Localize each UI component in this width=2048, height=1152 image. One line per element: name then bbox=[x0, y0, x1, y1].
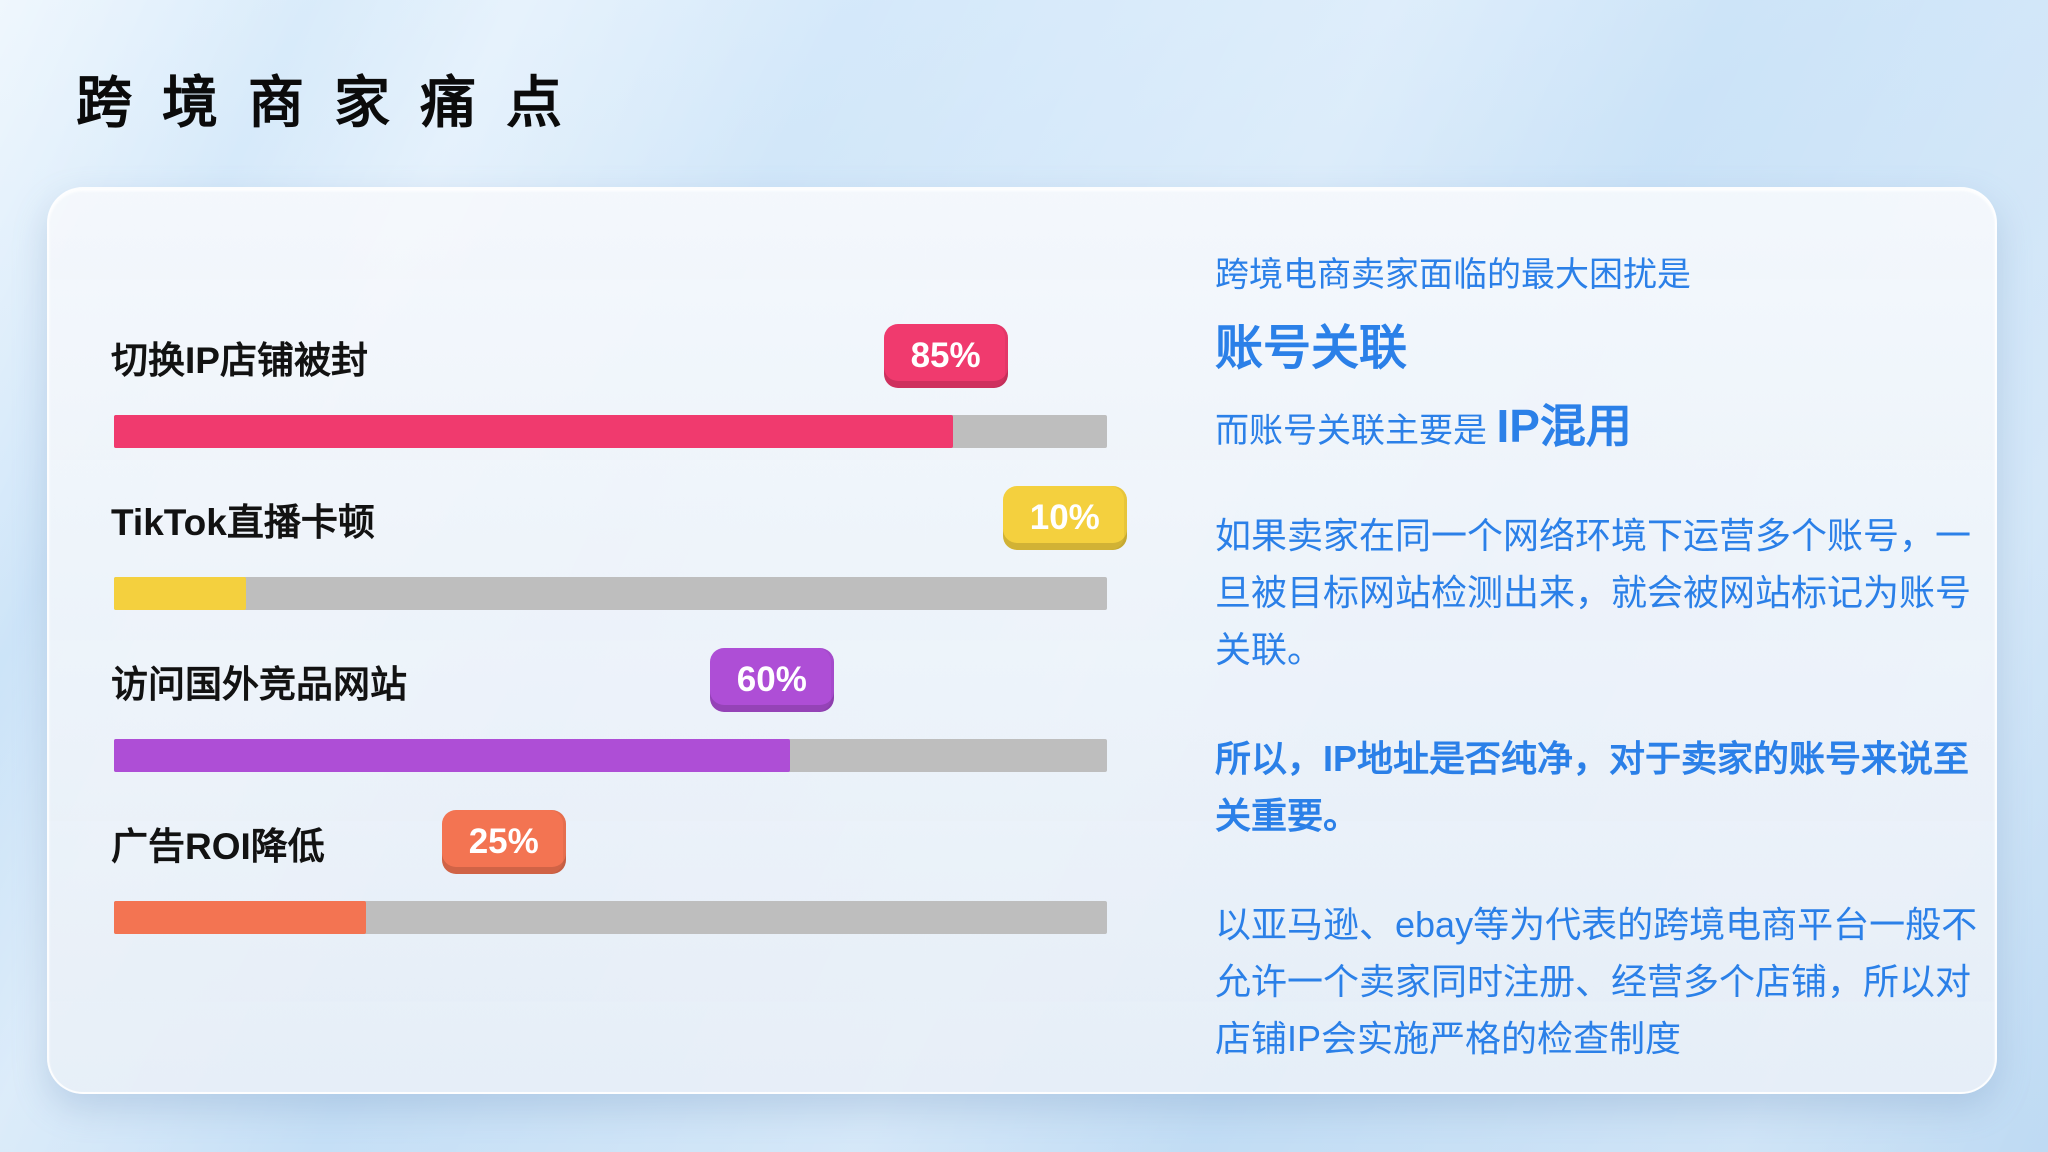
panel-intro-text: 跨境电商卖家面临的最大困扰是 bbox=[1215, 256, 1691, 294]
content-card: 切换IP店铺被封 85% TikTok直播卡顿 10% 访问国外竞品网站 60% 广告ROI… bbox=[47, 187, 1997, 1094]
value-badge: 60% bbox=[709, 648, 834, 712]
bar-row: 广告ROI降低 25% bbox=[111, 810, 1157, 972]
panel-paragraph-2: 所以，IP地址是否纯净，对于卖家的账号来说至关重要。 bbox=[1215, 738, 1970, 837]
panel-subline-prefix: 而账号关联主要是 bbox=[1215, 412, 1487, 451]
bar-label: 切换IP店铺被封 bbox=[111, 340, 368, 381]
bar-row: 访问国外竞品网站 60% bbox=[111, 648, 1157, 810]
bar-row: TikTok直播卡顿 10% bbox=[111, 486, 1157, 648]
bar-label: TikTok直播卡顿 bbox=[111, 502, 375, 543]
page-title: 跨境商家痛点 bbox=[76, 71, 592, 134]
bar-fill bbox=[114, 415, 954, 448]
bar-track bbox=[114, 739, 1107, 772]
bar-row: 切换IP店铺被封 85% bbox=[111, 324, 1157, 486]
panel-paragraph-1: 如果卖家在同一个网络环境下运营多个账号，一旦被目标网站检测出来，就会被网站标记为… bbox=[1215, 515, 1972, 671]
panel-subline-strong: IP混用 bbox=[1496, 400, 1632, 453]
pain-points-bar-chart: 切换IP店铺被封 85% TikTok直播卡顿 10% 访问国外竞品网站 60% 广告ROI… bbox=[111, 324, 1157, 972]
bar-track bbox=[114, 415, 1107, 448]
bar-fill bbox=[114, 739, 791, 772]
bar-track bbox=[114, 901, 1107, 934]
bar-fill bbox=[114, 901, 367, 934]
description-panel: 跨境电商卖家面临的最大困扰是 账号关联 而账号关联主要是 IP混用 如果卖家在同… bbox=[1215, 253, 1997, 1067]
bar-track bbox=[114, 577, 1107, 610]
value-badge: 25% bbox=[441, 810, 566, 874]
bar-label: 广告ROI降低 bbox=[111, 826, 325, 867]
value-badge: 85% bbox=[883, 324, 1008, 388]
bar-label: 访问国外竞品网站 bbox=[111, 664, 407, 705]
panel-headline: 账号关联 bbox=[1215, 321, 1408, 375]
value-badge: 10% bbox=[1002, 486, 1127, 550]
panel-subline: 而账号关联主要是 IP混用 bbox=[1215, 392, 1997, 461]
panel-paragraph-3: 以亚马逊、ebay等为代表的跨境电商平台一般不允许一个卖家同时注册、经营多个店铺… bbox=[1215, 904, 1978, 1060]
bar-fill bbox=[114, 577, 247, 610]
